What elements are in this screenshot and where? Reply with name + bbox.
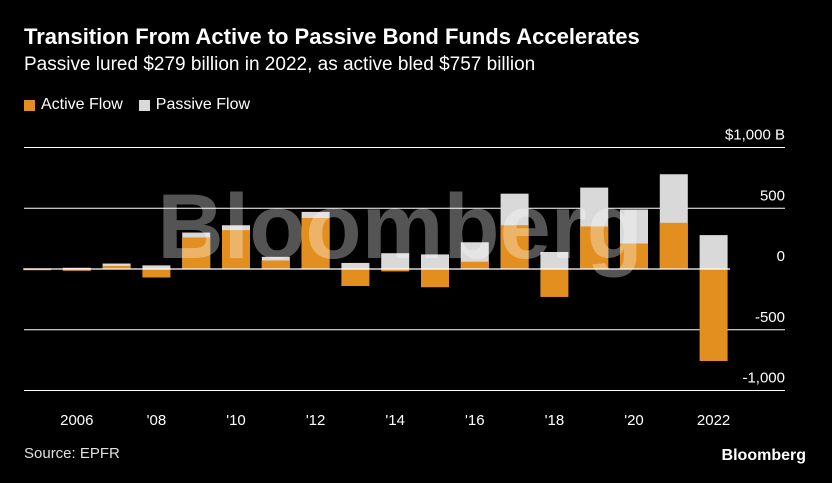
active-bar-2010 <box>222 230 250 269</box>
active-bar-2013 <box>341 269 370 287</box>
active-bar-2015 <box>421 269 449 288</box>
passive-bar-2022 <box>699 235 728 269</box>
legend-item-passive: Passive Flow <box>138 96 251 114</box>
passive-bar-2008 <box>142 265 171 269</box>
active-bar-2022 <box>699 269 728 361</box>
y-tick-label: -1,000 <box>742 370 785 387</box>
bloomberg-logo: Bloomberg <box>721 447 806 464</box>
y-tick-label: -500 <box>755 309 785 326</box>
y-tick-labels: $1,000 B 500 0 -500 -1,000 <box>725 127 785 387</box>
legend: Active Flow Passive Flow <box>24 96 250 114</box>
chart-subtitle: Passive lured $279 billion in 2022, as a… <box>24 54 536 75</box>
passive-bar-2018 <box>540 251 569 269</box>
source-note: Source: EPFR <box>24 445 120 462</box>
x-tick-label: '20 <box>624 412 644 429</box>
legend-swatch-active <box>24 99 35 111</box>
watermark-logo: Bloomberg <box>157 176 643 278</box>
passive-bar-2006 <box>62 267 91 269</box>
active-bar-2008 <box>142 269 171 278</box>
x-tick-label: '14 <box>385 412 405 429</box>
x-tick-label: 2022 <box>697 412 730 429</box>
legend-swatch-passive <box>138 99 150 111</box>
active-bar-2017 <box>500 225 529 269</box>
active-bar-2021 <box>659 222 688 269</box>
y-tick-label: 0 <box>777 248 785 265</box>
x-tick-label: 2006 <box>60 412 93 429</box>
x-tick-label: '08 <box>147 412 167 429</box>
active-bar-2006 <box>62 269 91 271</box>
legend-item-active: Active Flow <box>24 96 123 114</box>
active-bar-2011 <box>261 260 290 269</box>
passive-bar-2013 <box>341 262 370 269</box>
active-bar-2018 <box>540 269 569 297</box>
active-bar-2016 <box>460 261 489 269</box>
legend-label-active: Active Flow <box>41 96 123 113</box>
active-bar-2012 <box>301 217 330 269</box>
x-tick-label: '10 <box>226 412 246 429</box>
active-bar-2014 <box>381 269 410 272</box>
x-tick-labels: 2006 '08 '10 '12 '14 '16 '18 '20 2022 <box>60 412 730 429</box>
active-bar-2007 <box>102 265 131 269</box>
x-tick-label: '16 <box>465 412 485 429</box>
active-bars <box>23 217 728 361</box>
active-bar-2020 <box>620 243 648 269</box>
chart-title: Transition From Active to Passive Bond F… <box>24 24 640 49</box>
active-bar-2005 <box>23 269 51 271</box>
legend-label-passive: Passive Flow <box>155 96 251 113</box>
active-bar-2009 <box>182 237 211 269</box>
y-tick-label: 500 <box>760 187 785 204</box>
x-tick-label: '18 <box>545 412 565 429</box>
passive-bar-2014 <box>381 253 410 269</box>
grid-layer <box>24 147 785 391</box>
x-tick-label: '12 <box>306 412 326 429</box>
active-bar-2019 <box>580 226 609 269</box>
passive-bar-2015 <box>421 254 449 269</box>
y-tick-label: $1,000 B <box>725 127 785 144</box>
